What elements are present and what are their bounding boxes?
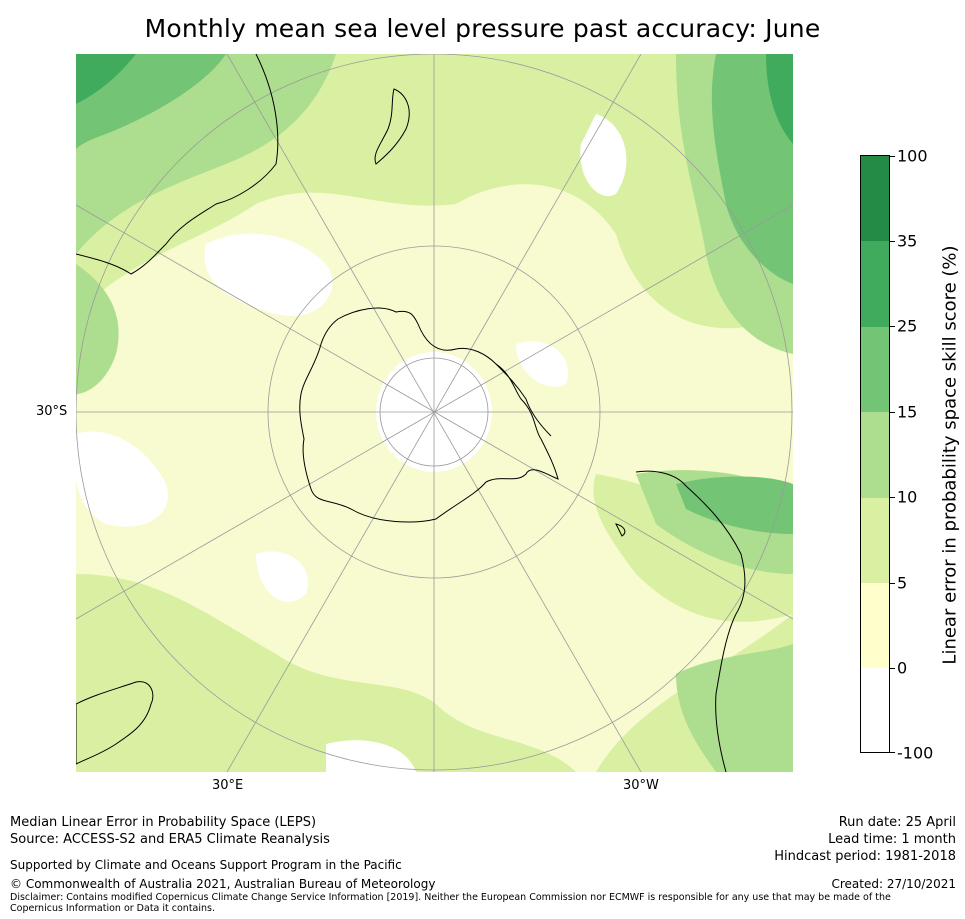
footer-disclaimer: Disclaimer: Contains modified Copernicus… — [10, 892, 891, 914]
colorbar-tick — [889, 497, 895, 498]
run-date: Run date: 25 April — [838, 815, 956, 830]
antarctica-coastline — [299, 307, 559, 523]
skill-region-white — [580, 114, 627, 196]
skill-region-white — [326, 740, 416, 772]
skill-region-white — [516, 341, 568, 387]
map-canvas — [76, 54, 793, 772]
hindcast-period: Hindcast period: 1981-2018 — [774, 849, 956, 864]
footer-method-line: Median Linear Error in Probability Space… — [10, 815, 317, 830]
chart-title: Monthly mean sea level pressure past acc… — [144, 14, 821, 43]
footer-run-info: Run date: 25 April Lead time: 1 month Hi… — [774, 814, 956, 865]
skill-region-white — [76, 431, 168, 527]
colorbar-title: Linear error in probability space skill … — [939, 245, 961, 665]
skill-region-green — [676, 644, 793, 772]
colorbar-tick-label: 35 — [897, 231, 918, 251]
skill-region-green — [76, 264, 119, 394]
colorbar-tick — [889, 668, 895, 669]
colorbar-tick — [889, 583, 895, 584]
colorbar-tick-label: -100 — [897, 743, 934, 763]
new-zealand-coastline — [374, 88, 410, 165]
colorbar-segment — [861, 412, 889, 498]
latitude-label-30s: 30°S — [36, 404, 68, 419]
skill-region-mid-green — [676, 476, 793, 534]
colorbar-segment — [861, 156, 889, 242]
africa-coastline — [76, 54, 279, 275]
skill-region-dark-green — [766, 54, 793, 144]
colorbar-segment — [861, 668, 889, 752]
skill-region-light-green — [593, 474, 793, 622]
created-date: Created: 27/10/2021 — [831, 877, 956, 891]
footer-copyright: © Commonwealth of Australia 2021, Austra… — [10, 877, 436, 891]
colorbar-tick — [889, 156, 895, 157]
footer-source-line: Source: ACCESS-S2 and ERA5 Climate Reana… — [10, 832, 330, 847]
colorbar-tick — [889, 241, 895, 242]
graticule — [76, 54, 793, 772]
longitude-label-30w: 30°W — [623, 778, 659, 793]
footer-method: Median Linear Error in Probability Space… — [10, 814, 330, 848]
colorbar-tick-label: 100 — [897, 146, 928, 166]
colorbar-tick — [889, 326, 895, 327]
skill-region-dark-green — [76, 54, 136, 104]
colorbar-tick-label: 5 — [897, 573, 908, 593]
colorbar-tick — [889, 412, 895, 413]
colorbar-tick-label: 0 — [897, 658, 908, 678]
australia-coastline — [76, 681, 154, 765]
skill-region-white — [204, 233, 333, 316]
colorbar-tick-label: 15 — [897, 402, 918, 422]
antarctic-peninsula-coastline — [495, 363, 552, 437]
colorbar-tick-label: 10 — [897, 487, 918, 507]
colorbar-segment — [861, 583, 889, 669]
colorbar-segment — [861, 326, 889, 413]
colorbar — [860, 155, 890, 753]
skill-region-light-green — [76, 574, 576, 772]
skill-region-mid-green — [711, 54, 793, 284]
colorbar-tick — [889, 752, 895, 753]
lead-time: Lead time: 1 month — [828, 832, 956, 847]
south-georgia-coastline — [615, 523, 626, 537]
coastlines — [76, 54, 746, 772]
footer-support: Supported by Climate and Oceans Support … — [10, 858, 402, 872]
polar-map[interactable] — [76, 54, 793, 772]
south-america-coastline — [635, 470, 746, 772]
longitude-label-30e: 30°E — [212, 778, 244, 793]
colorbar-segment — [861, 497, 889, 583]
colorbar-segment — [861, 241, 889, 327]
skill-region-white — [256, 551, 308, 602]
colorbar-tick-label: 25 — [897, 316, 918, 336]
